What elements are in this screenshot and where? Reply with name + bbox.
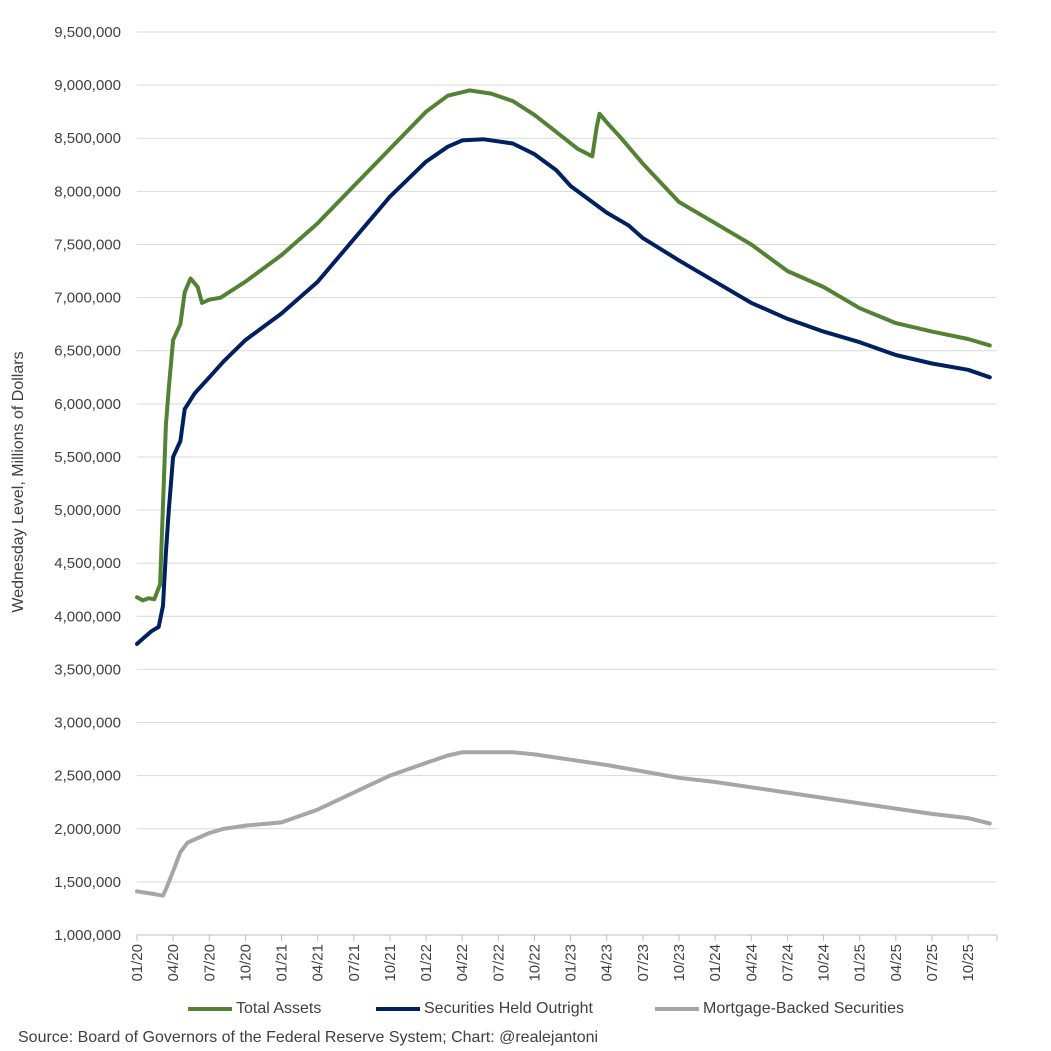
y-tick-label: 6,000,000 [54, 396, 121, 413]
x-tick-label: 07/23 [635, 944, 652, 982]
x-tick-label: 04/25 [888, 944, 905, 982]
x-tick-label: 07/25 [924, 944, 941, 982]
x-tick-label: 04/24 [743, 944, 760, 982]
x-tick-label: 01/20 [129, 944, 146, 982]
legend-label-securities-held-outright: Securities Held Outright [424, 1000, 593, 1017]
legend-swatch-securities-held-outright [376, 1007, 420, 1011]
x-tick-label: 04/23 [599, 944, 616, 982]
source-note: Source: Board of Governors of the Federa… [18, 1029, 599, 1046]
y-tick-label: 7,500,000 [54, 236, 121, 253]
x-tick-label: 04/21 [310, 944, 327, 982]
x-tick-label: 01/25 [852, 944, 869, 982]
legend-item-securities-held-outright: Securities Held Outright [376, 1000, 593, 1018]
y-tick-label: 4,000,000 [54, 608, 121, 625]
chart: 1,000,000 1,500,000 2,000,000 2,500,000 3,00… [10, 24, 998, 982]
x-tick-label: 04/20 [165, 944, 182, 982]
series-line-mortgage-backed-securities [135, 750, 992, 898]
y-axis-ticks: 1,000,000 1,500,000 2,000,000 2,500,000 3,00… [54, 24, 121, 944]
y-axis-label: Wednesday Level, Millions of Dollars [10, 351, 27, 612]
x-tick-label: 10/20 [237, 944, 254, 982]
legend-swatch-mortgage-backed-securities [655, 1007, 699, 1011]
x-tick-label: 07/22 [490, 944, 507, 982]
legend-swatch-total-assets [188, 1007, 232, 1011]
y-tick-label: 3,500,000 [54, 661, 121, 678]
x-tick-label: 01/23 [563, 944, 580, 982]
gridlines [137, 31, 997, 936]
series-lines [135, 88, 992, 898]
x-tick-label: 01/24 [707, 944, 724, 982]
y-tick-label: 9,500,000 [54, 24, 121, 41]
y-tick-label: 8,000,000 [54, 183, 121, 200]
y-tick-label: 2,000,000 [54, 821, 121, 838]
x-tick-label: 10/24 [816, 944, 833, 982]
x-tick-label: 10/21 [382, 944, 399, 982]
legend-label-mortgage-backed-securities: Mortgage-Backed Securities [703, 1000, 904, 1017]
legend-item-mortgage-backed-securities: Mortgage-Backed Securities [655, 1000, 904, 1018]
y-tick-label: 7,000,000 [54, 290, 121, 307]
x-tick-label: 07/20 [201, 944, 218, 982]
y-tick-label: 1,500,000 [54, 874, 121, 891]
y-tick-label: 4,500,000 [54, 555, 121, 572]
y-tick-label: 5,500,000 [54, 449, 121, 466]
x-tick-label: 10/23 [671, 944, 688, 982]
x-tick-label: 01/21 [274, 944, 291, 982]
y-tick-label: 1,000,000 [54, 927, 121, 944]
x-axis: 01/20 04/20 07/20 10/20 01/21 04/21 07/21 10/21… [129, 934, 998, 982]
y-tick-label: 9,000,000 [54, 77, 121, 94]
y-tick-label: 5,000,000 [54, 502, 121, 519]
legend-label-total-assets: Total Assets [236, 1000, 322, 1017]
series-line-securities-held-outright [135, 137, 992, 646]
y-tick-label: 2,500,000 [54, 768, 121, 785]
y-tick-label: 3,000,000 [54, 715, 121, 732]
x-tick-label: 07/24 [779, 944, 796, 982]
x-tick-label: 04/22 [454, 944, 471, 982]
legend-item-total-assets: Total Assets [188, 1000, 321, 1018]
y-tick-label: 8,500,000 [54, 130, 121, 147]
series-line-total-assets [135, 88, 992, 603]
x-tick-label: 10/22 [526, 944, 543, 982]
x-tick-label: 10/25 [960, 944, 977, 982]
x-tick-label: 07/21 [346, 944, 363, 982]
x-tick-label: 01/22 [418, 944, 435, 982]
y-tick-label: 6,500,000 [54, 343, 121, 360]
legend: Total Assets Securities Held Outright Mo… [0, 1000, 1051, 1024]
